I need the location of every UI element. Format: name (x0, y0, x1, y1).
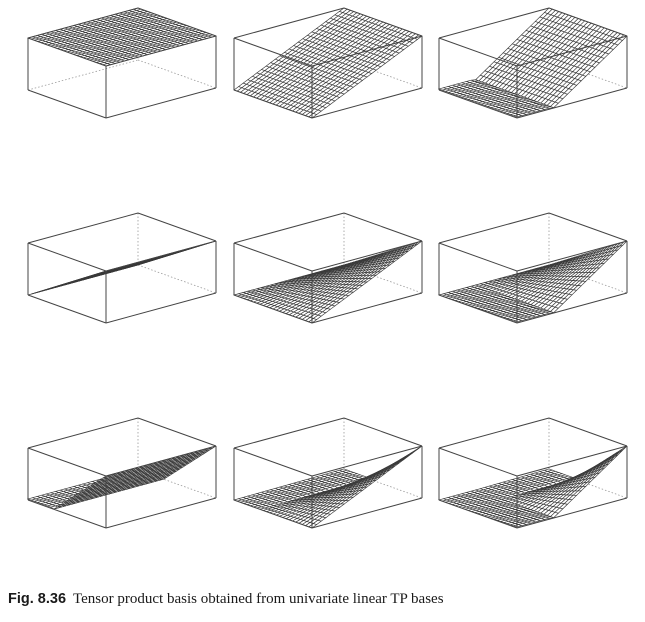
box-edge (105, 35, 217, 67)
box-edge (438, 7, 550, 39)
surface-mesh (27, 240, 217, 296)
box-edge (233, 417, 345, 449)
box-edge (438, 89, 518, 119)
box-edge (233, 294, 313, 324)
box-edge (137, 7, 217, 37)
panel-r3-c3 (437, 417, 628, 529)
box-edge (438, 37, 518, 67)
panel-r1-c3 (437, 7, 628, 119)
box-edge (438, 294, 518, 324)
panel-r2-c1 (27, 212, 217, 324)
box-edge (105, 445, 217, 477)
box-edge (137, 212, 217, 242)
box-edge (27, 37, 107, 67)
panel-r1-c2 (233, 7, 423, 119)
box-edge (105, 87, 217, 119)
box-edge (27, 7, 139, 39)
box-edge (27, 242, 107, 272)
box-edge (105, 497, 217, 529)
surface-mesh (437, 7, 628, 118)
surface-mesh (26, 7, 218, 67)
box-edge (516, 87, 628, 119)
panel-r2-c2 (232, 212, 423, 324)
box-edge (438, 212, 550, 244)
box-edge (311, 35, 423, 67)
box-edge (311, 292, 423, 324)
box-edge (233, 37, 313, 67)
panel-r3-c1 (26, 417, 217, 529)
box-edge (343, 417, 423, 447)
box-edge (233, 499, 313, 529)
box-edge (105, 240, 217, 272)
surface-mesh (437, 240, 628, 323)
box-edge (516, 240, 628, 272)
box-hidden-edge (137, 59, 217, 89)
box-edge (27, 89, 107, 119)
box-edge (516, 35, 628, 67)
box-edge (27, 212, 139, 244)
surface-mesh (233, 7, 423, 119)
surface-mesh (232, 445, 423, 529)
box-edge (105, 292, 217, 324)
box-edge (548, 7, 628, 37)
panel-r2-c3 (437, 212, 628, 324)
box-edge (233, 212, 345, 244)
box-edge (343, 7, 423, 37)
panel-r1-c1 (26, 7, 218, 119)
surface-mesh (437, 445, 628, 528)
box-hidden-edge (137, 264, 217, 294)
panel-r3-c2 (232, 417, 423, 529)
box-edge (311, 445, 423, 477)
box-edge (311, 240, 423, 272)
box-hidden-edge (27, 59, 139, 91)
box-edge (233, 89, 313, 119)
box-edge (311, 497, 423, 529)
box-edge (438, 242, 518, 272)
box-edge (548, 212, 628, 242)
box-edge (27, 294, 107, 324)
surface-mesh (26, 445, 217, 510)
box-edge (233, 447, 313, 477)
box-edge (137, 417, 217, 447)
box-edge (233, 7, 345, 39)
box-edge (311, 87, 423, 119)
box-edge (233, 242, 313, 272)
box-edge (516, 292, 628, 324)
box-edge (343, 212, 423, 242)
tensor-basis-figure (26, 7, 628, 529)
box-edge (27, 499, 107, 529)
box-edge (27, 447, 107, 477)
box-edge (27, 417, 139, 449)
